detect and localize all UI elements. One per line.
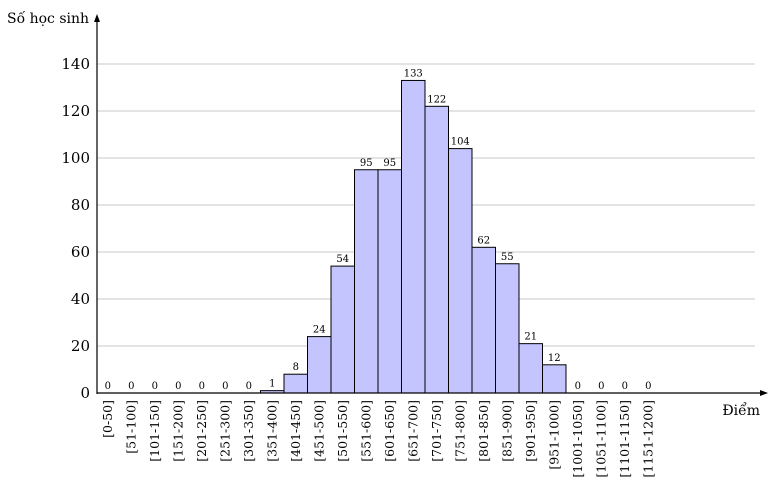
bar-value-label: 8	[293, 362, 299, 373]
bar-value-label: 0	[645, 381, 651, 392]
bar-value-label: 0	[105, 381, 111, 392]
bar-value-label: 0	[622, 381, 628, 392]
x-tick-label: [401-450]	[288, 400, 303, 462]
x-tick-label: [1001-1050]	[570, 400, 585, 478]
bar	[471, 246, 496, 394]
bar	[542, 364, 567, 394]
bar	[354, 169, 379, 394]
x-tick-label: [701-750]	[429, 400, 444, 462]
x-axis-arrow	[760, 390, 768, 396]
y-tick-label: 0	[80, 384, 90, 402]
x-tick-label: [251-300]	[217, 400, 232, 462]
x-tick-label: [1151-1200]	[640, 400, 655, 478]
bar	[401, 79, 426, 394]
bar-value-label: 95	[360, 158, 373, 169]
bar-value-label: 0	[128, 381, 134, 392]
bar-value-label: 0	[199, 381, 205, 392]
bar-value-label: 95	[383, 158, 396, 169]
bar-value-label: 122	[427, 94, 446, 105]
y-tick-label: 40	[71, 290, 90, 308]
bar-value-label: 0	[152, 381, 158, 392]
bar	[330, 265, 355, 394]
x-tick-label: [451-500]	[311, 400, 326, 462]
bar-value-label: 0	[575, 381, 581, 392]
x-tick-label: [651-700]	[405, 400, 420, 462]
bar	[424, 105, 449, 394]
x-tick-label: [951-1000]	[546, 400, 561, 470]
x-tick-label: [0-50]	[100, 400, 115, 438]
bar-value-label: 0	[598, 381, 604, 392]
x-tick-label: [351-400]	[264, 400, 279, 462]
data-labels: 0 0 0 0 0 0 0 1 8 24 54 95 95 133 122 104 62 55 21 12 0 0 0 0	[105, 68, 652, 392]
bar-value-label: 62	[477, 235, 490, 246]
bar-value-label: 0	[175, 381, 181, 392]
y-tick-label: 60	[71, 243, 90, 261]
bar-value-label: 1	[269, 379, 275, 390]
x-tick-label: [1051-1100]	[593, 400, 608, 478]
x-tick-label: [901-950]	[523, 400, 538, 462]
y-axis-arrow	[94, 14, 100, 22]
bar-value-label: 55	[501, 252, 514, 263]
bar-value-label: 0	[222, 381, 228, 392]
x-tick-label: [51-100]	[123, 400, 138, 454]
x-axis-title: Điểm	[722, 401, 760, 419]
bar-value-label: 133	[404, 68, 423, 79]
bar-value-label: 12	[548, 353, 561, 364]
x-tick-label: [501-550]	[335, 400, 350, 462]
bar	[518, 343, 543, 394]
x-tick-label: [201-250]	[194, 400, 209, 462]
bar-value-label: 24	[313, 325, 326, 336]
x-tick-label: [801-850]	[476, 400, 491, 462]
x-tick-label: [601-650]	[382, 400, 397, 462]
y-tick-label: 20	[71, 337, 90, 355]
x-tick-label: [101-150]	[147, 400, 162, 462]
bar	[283, 373, 308, 394]
bar-value-label: 21	[524, 332, 537, 343]
bar	[307, 336, 332, 394]
x-tick-label: [751-800]	[452, 400, 467, 462]
y-tick-label: 80	[71, 196, 90, 214]
y-tick-label: 140	[61, 55, 90, 73]
bar	[448, 148, 473, 394]
y-tick-label: 100	[61, 149, 90, 167]
bar-value-label: 54	[336, 254, 349, 265]
bars	[260, 79, 567, 394]
y-tick-label: 120	[61, 102, 90, 120]
x-tick-label: [851-900]	[499, 400, 514, 462]
y-axis-ticks: 0 20 40 60 80 100 120 140	[61, 55, 90, 402]
x-tick-label: [551-600]	[358, 400, 373, 462]
x-tick-label: [151-200]	[170, 400, 185, 462]
x-tick-label: [301-350]	[241, 400, 256, 462]
bar-value-label: 104	[451, 137, 470, 148]
bar	[377, 169, 402, 394]
x-tick-label: [1101-1150]	[617, 400, 632, 478]
x-axis-ticks: [0-50] [51-100] [101-150] [151-200] [201-250…	[100, 400, 656, 478]
y-axis-title: Số học sinh	[7, 10, 89, 27]
bar-value-label: 0	[246, 381, 252, 392]
bar	[495, 263, 520, 394]
